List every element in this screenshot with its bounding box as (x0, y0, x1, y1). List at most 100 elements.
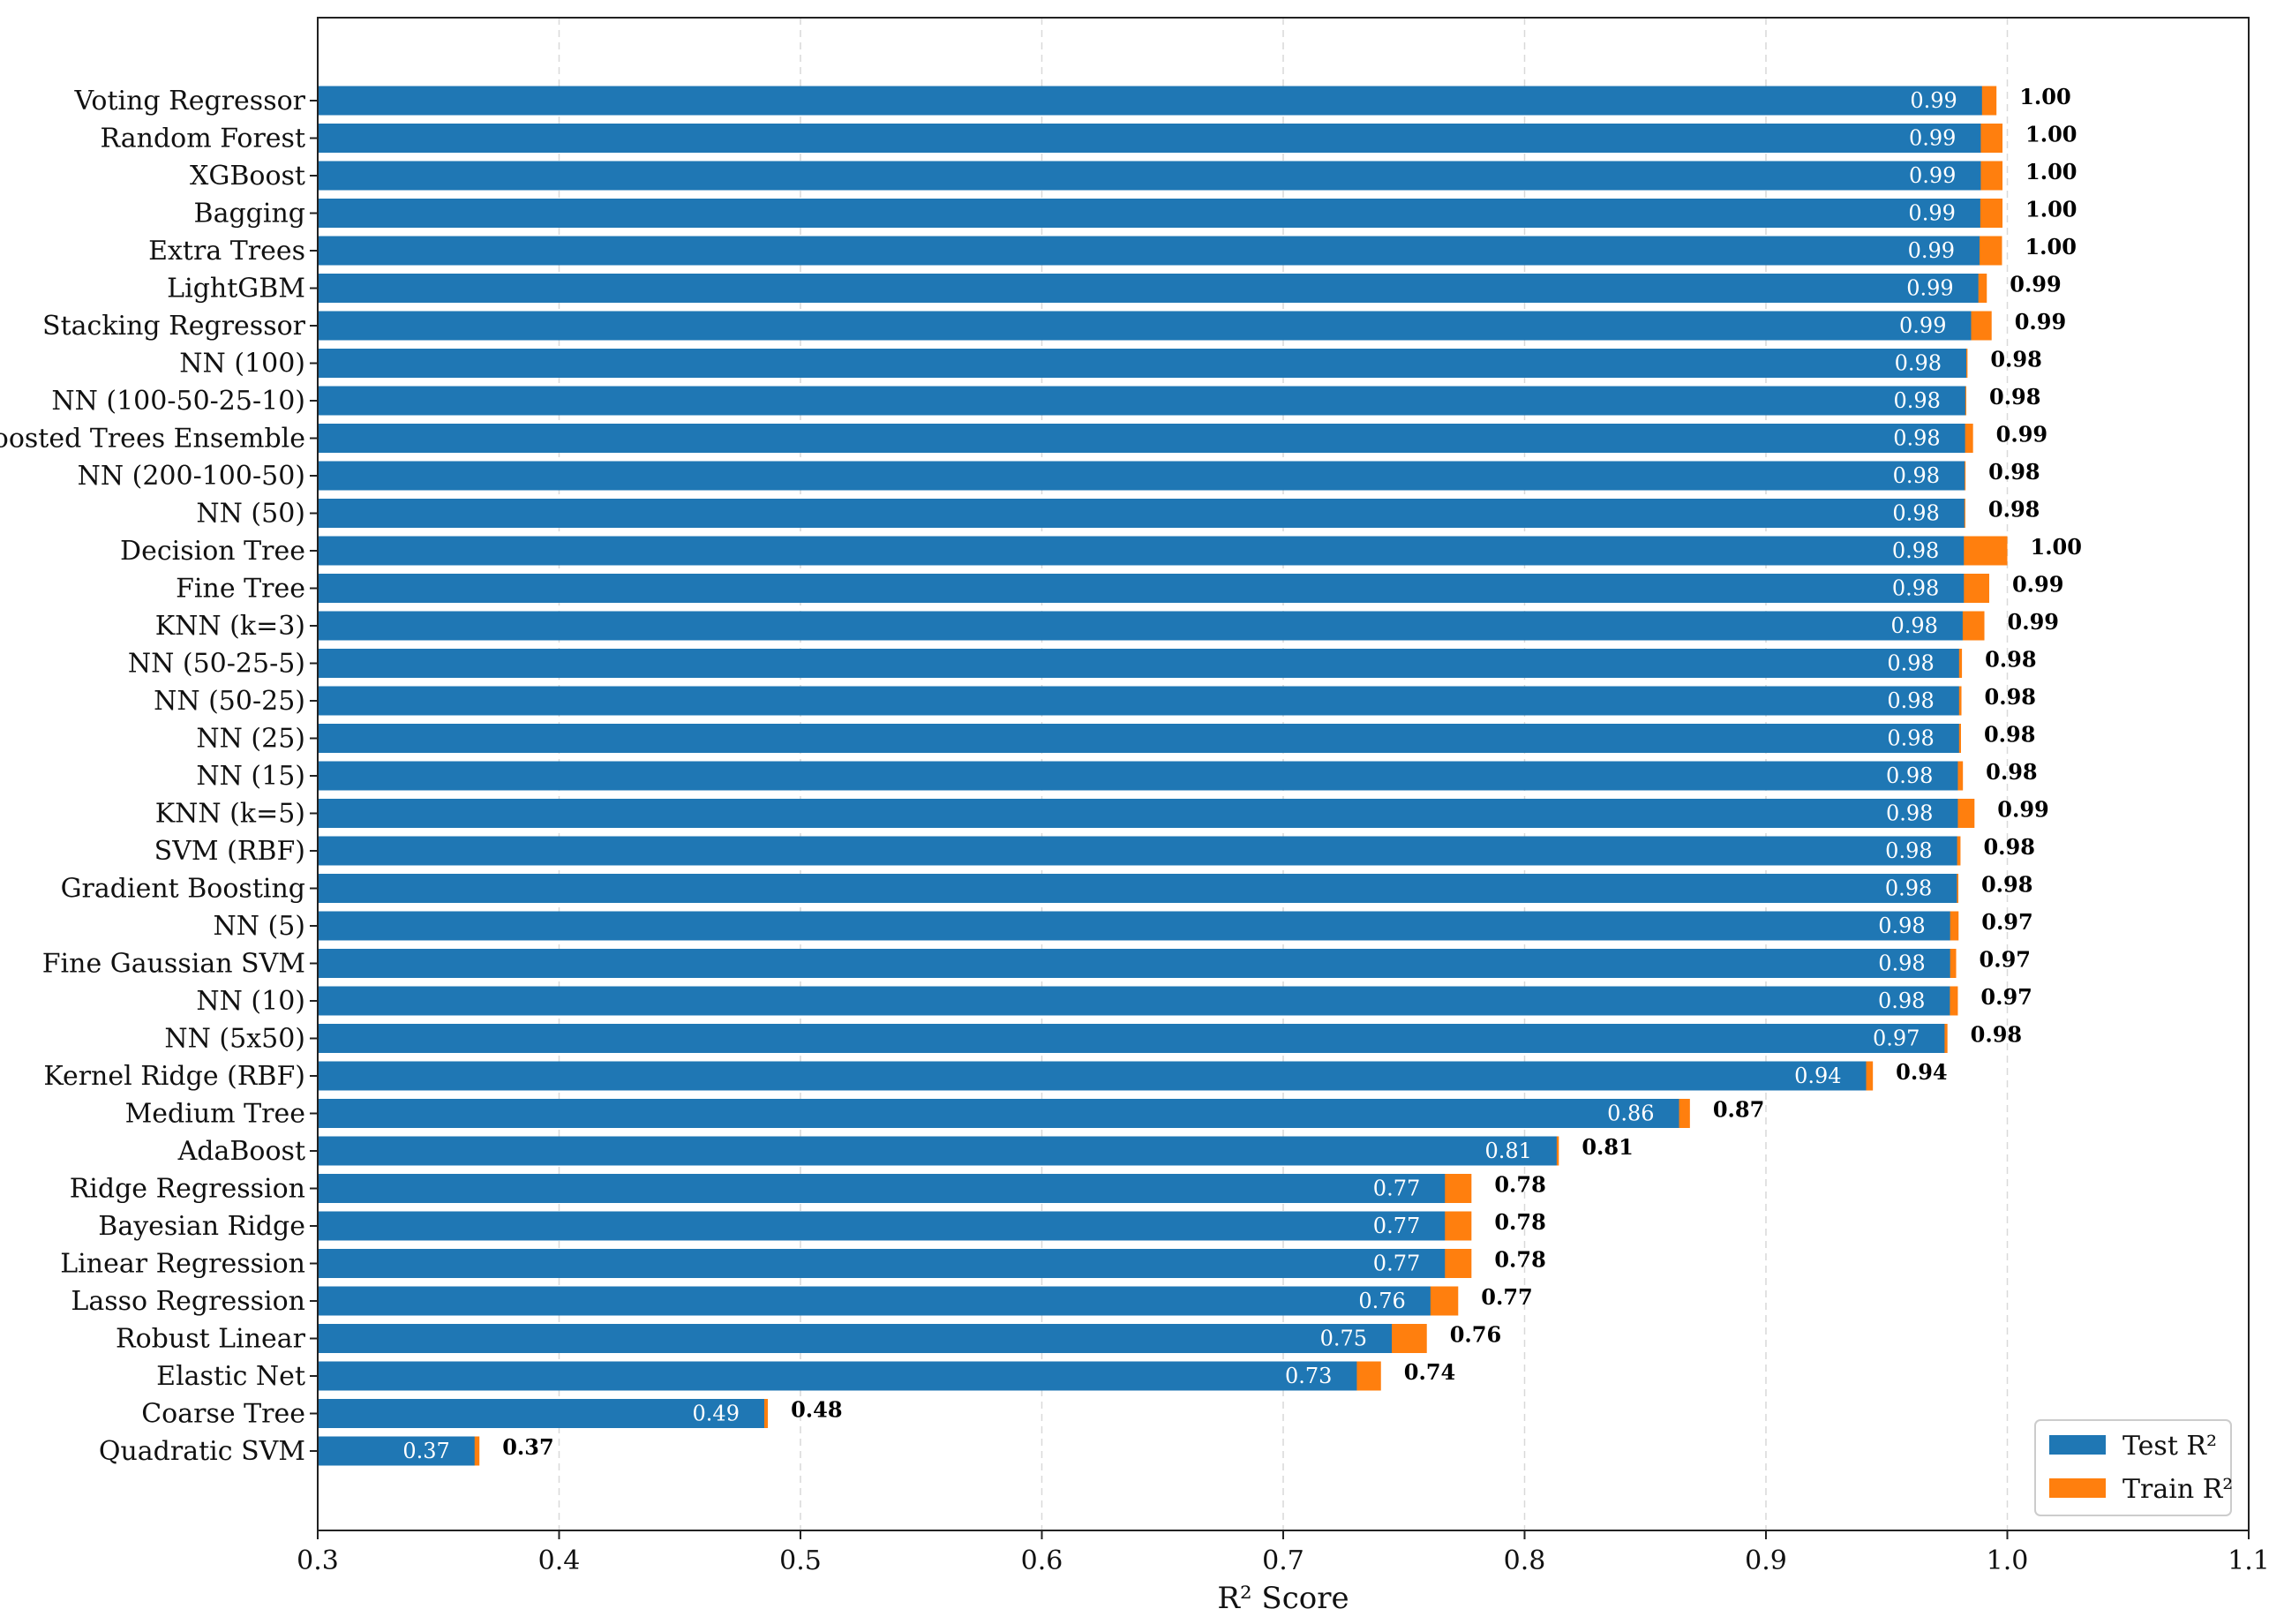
test-bar (318, 799, 1958, 828)
train-value-label: 0.97 (1981, 909, 2032, 935)
bar-value-labels: 0.99 1.00 0.99 1.00 0.99 1.00 0.99 1.00 0.99 1.00… (402, 84, 2082, 1463)
test-bar (318, 611, 1963, 641)
train-value-label: 1.00 (2025, 159, 2077, 184)
test-value-label: 0.98 (1890, 613, 1937, 638)
test-bar (318, 761, 1958, 791)
test-value-label: 0.98 (1886, 801, 1933, 826)
test-bar (318, 1211, 1446, 1241)
test-value-label: 0.98 (1887, 688, 1934, 713)
test-bar (318, 349, 1967, 378)
train-value-label: 0.98 (1985, 647, 2036, 673)
test-bar (318, 499, 1965, 528)
train-value-label: 0.98 (1988, 497, 2040, 523)
test-value-label: 0.37 (402, 1439, 449, 1463)
test-value-label: 0.77 (1373, 1252, 1420, 1276)
test-value-label: 0.98 (1892, 576, 1939, 601)
test-value-label: 0.98 (1895, 351, 1942, 376)
train-value-label: 0.98 (1984, 722, 2035, 748)
train-value-label: 0.99 (1996, 422, 2047, 447)
x-tick-label: 1.0 (1987, 1545, 2029, 1576)
category-label: NN (15) (196, 761, 305, 792)
test-value-label: 0.99 (1908, 201, 1955, 226)
category-label: Fine Tree (176, 574, 305, 605)
legend: Test R² Train R² (2034, 1419, 2233, 1516)
category-label: Robust Linear (116, 1324, 306, 1355)
test-value-label: 0.94 (1794, 1064, 1841, 1088)
category-label: Fine Gaussian SVM (42, 949, 305, 980)
train-value-label: 0.98 (1985, 684, 2036, 710)
train-value-label: 0.77 (1481, 1284, 1532, 1310)
train-value-label: 0.99 (1997, 797, 2048, 823)
train-value-label: 0.98 (1971, 1022, 2022, 1048)
test-value-label: 0.99 (1909, 163, 1956, 188)
test-value-label: 0.98 (1887, 651, 1934, 676)
test-value-label: 0.99 (1906, 276, 1953, 301)
test-bar (318, 1361, 1357, 1391)
legend-swatch-train (2049, 1478, 2106, 1498)
category-label: NN (10) (196, 986, 305, 1017)
category-label: XGBoost (190, 161, 305, 192)
category-label: NN (5) (213, 911, 305, 942)
legend-label-train: Train R² (2122, 1474, 2233, 1505)
train-value-label: 0.99 (2012, 572, 2063, 598)
test-bar (318, 536, 1965, 566)
train-value-label: 0.81 (1582, 1134, 1633, 1160)
category-label: NN (50) (196, 499, 305, 530)
test-value-label: 0.73 (1285, 1364, 1332, 1388)
test-value-label: 0.98 (1878, 914, 1925, 938)
test-value-label: 0.98 (1892, 538, 1939, 563)
test-bar (318, 911, 1950, 941)
test-bar (318, 124, 1981, 153)
test-value-label: 0.86 (1607, 1101, 1654, 1126)
x-tick-label: 0.3 (297, 1545, 339, 1576)
test-value-label: 0.98 (1892, 501, 1939, 526)
test-bar (318, 161, 1981, 191)
test-value-label: 0.97 (1873, 1026, 1920, 1051)
test-value-label: 0.75 (1320, 1327, 1367, 1351)
test-value-label: 0.98 (1885, 838, 1932, 863)
test-bar (318, 461, 1965, 491)
test-bar (318, 311, 1972, 341)
category-label: Medium Tree (125, 1099, 305, 1130)
category-label: NN (50-25-5) (128, 649, 305, 680)
train-value-label: 0.97 (1980, 947, 2031, 973)
category-label: Kernel Ridge (RBF) (43, 1061, 305, 1092)
category-label: AdaBoost (177, 1136, 305, 1167)
category-label: Bagging (194, 199, 305, 229)
train-value-label: 0.99 (2010, 272, 2061, 297)
train-value-label: 0.78 (1494, 1247, 1545, 1273)
test-bar (318, 424, 1965, 453)
x-axis-label: R² Score (1217, 1581, 1349, 1616)
train-value-label: 0.78 (1494, 1209, 1545, 1235)
train-value-label: 0.99 (2008, 609, 2059, 635)
train-value-label: 0.87 (1713, 1097, 1764, 1123)
test-value-label: 0.98 (1878, 951, 1925, 976)
train-value-label: 0.98 (1990, 347, 2041, 372)
test-bar (318, 874, 1957, 903)
x-tick-label: 0.9 (1745, 1545, 1787, 1576)
x-tick-label: 0.6 (1021, 1545, 1063, 1576)
test-value-label: 0.99 (1899, 313, 1946, 338)
category-label: Quadratic SVM (99, 1436, 305, 1467)
category-label: Linear Regression (60, 1249, 305, 1280)
category-label: Boosted Trees Ensemble (0, 424, 305, 455)
train-value-label: 0.76 (1450, 1322, 1501, 1348)
train-value-label: 0.98 (1981, 872, 2032, 898)
test-bar (318, 274, 1979, 303)
test-value-label: 0.98 (1893, 426, 1940, 451)
test-value-label: 0.98 (1887, 726, 1934, 751)
category-label: NN (100) (179, 349, 305, 380)
category-label: Gradient Boosting (61, 874, 305, 905)
y-tick-labels: Voting Regressor Random Forest XGBoost Bagg… (0, 86, 318, 1467)
legend-swatch-test (2049, 1435, 2106, 1455)
train-value-label: 0.98 (1983, 834, 2034, 860)
train-value-label: 0.98 (1986, 759, 2037, 785)
test-bar (318, 836, 1957, 866)
x-tick-label: 1.1 (2228, 1545, 2269, 1576)
category-label: Extra Trees (148, 236, 305, 267)
category-label: SVM (RBF) (154, 836, 305, 867)
test-bar (318, 1136, 1557, 1166)
category-label: NN (50-25) (154, 686, 305, 717)
test-bar (318, 949, 1950, 978)
